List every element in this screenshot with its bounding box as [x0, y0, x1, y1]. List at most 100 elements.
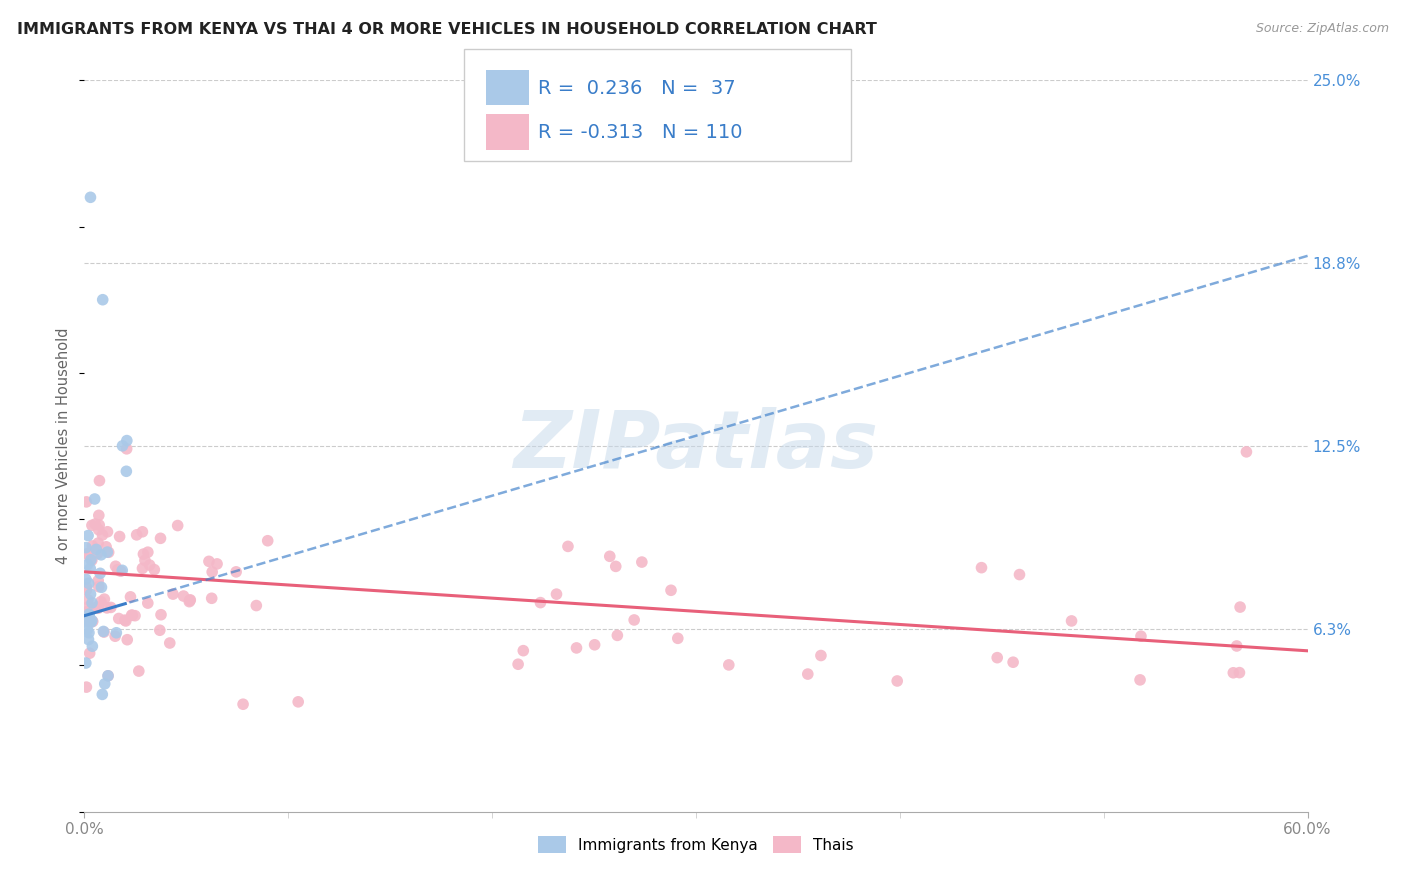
Point: [159, 636, 181, 650]
Point: [136, 545, 159, 559]
Point: [84, 542, 107, 557]
Point: [77, 608, 100, 623]
Point: [75, 495, 97, 509]
Point: [90, 580, 112, 594]
Point: [82, 539, 104, 553]
Point: [886, 673, 908, 688]
Point: [77, 599, 100, 614]
Point: [77, 632, 100, 647]
Point: [115, 442, 138, 456]
Text: R =  0.236   N =  37: R = 0.236 N = 37: [538, 78, 737, 98]
Point: [1008, 567, 1031, 582]
Point: [110, 564, 132, 578]
Text: R = -0.313   N = 110: R = -0.313 N = 110: [538, 123, 742, 143]
Point: [93, 625, 115, 640]
Point: [149, 624, 172, 638]
Point: [1229, 665, 1251, 680]
Point: [87, 536, 110, 550]
Point: [94, 540, 117, 554]
Point: [198, 554, 221, 568]
Point: [77, 528, 100, 542]
Point: [100, 600, 122, 615]
Point: [107, 611, 129, 625]
Point: [606, 628, 628, 642]
Point: [605, 559, 627, 574]
Point: [797, 667, 820, 681]
Point: [96, 524, 118, 539]
Point: [80, 553, 103, 567]
Point: [205, 557, 228, 571]
Point: [108, 529, 131, 543]
Point: [166, 518, 188, 533]
Point: [179, 593, 201, 607]
Text: IMMIGRANTS FROM KENYA VS THAI 4 OR MORE VEHICLES IN HOUSEHOLD CORRELATION CHART: IMMIGRANTS FROM KENYA VS THAI 4 OR MORE …: [17, 22, 877, 37]
Point: [79, 561, 101, 575]
Point: [111, 563, 134, 577]
Point: [86, 547, 108, 561]
Point: [546, 587, 568, 601]
Point: [82, 639, 104, 653]
Point: [87, 580, 110, 594]
Point: [80, 615, 103, 630]
Point: [76, 613, 98, 627]
Point: [810, 648, 832, 663]
Point: [623, 613, 645, 627]
Point: [76, 547, 98, 561]
Point: [87, 508, 110, 523]
Point: [256, 533, 278, 548]
Point: [114, 614, 136, 628]
Point: [225, 565, 247, 579]
Point: [659, 583, 682, 598]
Point: [96, 545, 118, 559]
Point: [149, 532, 172, 546]
Point: [76, 558, 98, 572]
Point: [131, 561, 153, 575]
Point: [115, 464, 138, 478]
Point: [1236, 445, 1258, 459]
Point: [1060, 614, 1083, 628]
Point: [79, 646, 101, 660]
Point: [83, 491, 105, 506]
Point: [107, 563, 129, 577]
Point: [1129, 673, 1152, 687]
Point: [114, 613, 136, 627]
Point: [89, 474, 111, 488]
Point: [124, 608, 146, 623]
Point: [120, 590, 142, 604]
Point: [1129, 629, 1152, 643]
Point: [557, 540, 579, 554]
Point: [565, 640, 588, 655]
Point: [79, 190, 101, 204]
Point: [97, 669, 120, 683]
Point: [97, 545, 120, 559]
Y-axis label: 4 or more Vehicles in Household: 4 or more Vehicles in Household: [56, 327, 72, 565]
Point: [232, 697, 254, 711]
Point: [77, 576, 100, 591]
Point: [970, 560, 993, 574]
Point: [87, 601, 110, 615]
Point: [77, 625, 100, 640]
Point: [1226, 639, 1249, 653]
Point: [717, 657, 740, 672]
Point: [79, 615, 101, 629]
Point: [89, 518, 111, 533]
Point: [666, 632, 689, 646]
Point: [75, 582, 97, 597]
Point: [150, 607, 173, 622]
Point: [132, 547, 155, 561]
Text: Source: ZipAtlas.com: Source: ZipAtlas.com: [1256, 22, 1389, 36]
Text: ZIPatlas: ZIPatlas: [513, 407, 879, 485]
Point: [91, 528, 114, 542]
Point: [529, 596, 551, 610]
Point: [201, 591, 224, 606]
Point: [631, 555, 654, 569]
Point: [75, 580, 97, 594]
Point: [91, 687, 114, 701]
Point: [75, 656, 97, 670]
Point: [76, 604, 98, 618]
Point: [80, 518, 103, 533]
Point: [90, 595, 112, 609]
Point: [125, 528, 148, 542]
Point: [173, 589, 195, 603]
Point: [80, 614, 103, 628]
